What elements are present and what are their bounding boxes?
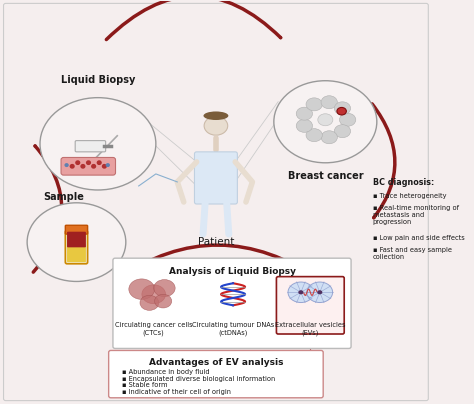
Ellipse shape xyxy=(129,279,155,299)
Text: ▪ Encapsulated diverse biological information: ▪ Encapsulated diverse biological inform… xyxy=(121,376,275,382)
Ellipse shape xyxy=(337,107,346,115)
Ellipse shape xyxy=(203,112,228,120)
FancyBboxPatch shape xyxy=(113,258,351,348)
Ellipse shape xyxy=(27,203,126,282)
Text: ▪ Trace heterogeneity: ▪ Trace heterogeneity xyxy=(373,193,446,199)
Ellipse shape xyxy=(298,290,303,295)
FancyBboxPatch shape xyxy=(75,141,106,152)
FancyArrowPatch shape xyxy=(118,245,321,281)
Circle shape xyxy=(80,164,85,169)
Circle shape xyxy=(97,160,102,165)
Text: ▪ Stable form: ▪ Stable form xyxy=(121,382,167,388)
Text: Liquid Biopsy: Liquid Biopsy xyxy=(61,75,135,84)
Ellipse shape xyxy=(288,282,314,303)
FancyBboxPatch shape xyxy=(65,225,88,234)
Ellipse shape xyxy=(154,280,175,297)
Ellipse shape xyxy=(339,113,356,126)
Ellipse shape xyxy=(40,98,156,190)
FancyBboxPatch shape xyxy=(67,244,86,262)
Circle shape xyxy=(102,164,107,169)
FancyBboxPatch shape xyxy=(65,231,88,264)
Ellipse shape xyxy=(334,102,351,115)
Text: Breast cancer: Breast cancer xyxy=(288,171,363,181)
FancyBboxPatch shape xyxy=(67,231,86,247)
Ellipse shape xyxy=(317,290,322,295)
Ellipse shape xyxy=(334,125,351,138)
Text: Sample: Sample xyxy=(43,192,84,202)
Ellipse shape xyxy=(321,131,337,144)
FancyArrowPatch shape xyxy=(106,0,281,40)
Text: Circulating tumour DNAs
(ctDNAs): Circulating tumour DNAs (ctDNAs) xyxy=(192,322,274,336)
Ellipse shape xyxy=(306,98,322,111)
Circle shape xyxy=(86,160,91,165)
Ellipse shape xyxy=(296,107,312,120)
Circle shape xyxy=(106,163,110,167)
Circle shape xyxy=(91,164,96,169)
Ellipse shape xyxy=(306,128,322,142)
Circle shape xyxy=(64,163,69,167)
FancyBboxPatch shape xyxy=(194,152,237,204)
Circle shape xyxy=(75,160,80,165)
Ellipse shape xyxy=(142,285,165,304)
Ellipse shape xyxy=(140,295,159,310)
Text: ▪ Abundance in body fluid: ▪ Abundance in body fluid xyxy=(121,369,209,375)
FancyBboxPatch shape xyxy=(61,158,116,175)
Circle shape xyxy=(70,164,75,169)
Text: Advantages of EV analysis: Advantages of EV analysis xyxy=(149,358,283,368)
Ellipse shape xyxy=(321,96,337,109)
FancyArrowPatch shape xyxy=(33,146,62,272)
Ellipse shape xyxy=(318,114,333,126)
FancyArrowPatch shape xyxy=(372,104,395,218)
Text: ▪ Low pain and side effects: ▪ Low pain and side effects xyxy=(373,235,464,241)
Text: ▪ Indicative of their cell of origin: ▪ Indicative of their cell of origin xyxy=(121,389,230,395)
Text: Circulating cancer cells
(CTCs): Circulating cancer cells (CTCs) xyxy=(115,322,192,336)
FancyBboxPatch shape xyxy=(276,277,344,334)
Text: ▪ Real-time monitoring of
metastasis and
progression: ▪ Real-time monitoring of metastasis and… xyxy=(373,205,458,225)
Ellipse shape xyxy=(155,294,172,308)
Text: ▪ Fast and easy sample
collection: ▪ Fast and easy sample collection xyxy=(373,247,452,260)
Ellipse shape xyxy=(274,81,377,163)
FancyBboxPatch shape xyxy=(109,350,323,398)
Text: Analysis of Liquid Biopsy: Analysis of Liquid Biopsy xyxy=(169,267,295,276)
Ellipse shape xyxy=(307,282,333,303)
Ellipse shape xyxy=(204,116,228,135)
Ellipse shape xyxy=(296,119,312,133)
Text: BC diagnosis:: BC diagnosis: xyxy=(373,178,434,187)
Text: Extracellular vesicles
(EVs): Extracellular vesicles (EVs) xyxy=(275,322,346,336)
Text: Patient: Patient xyxy=(198,237,234,247)
